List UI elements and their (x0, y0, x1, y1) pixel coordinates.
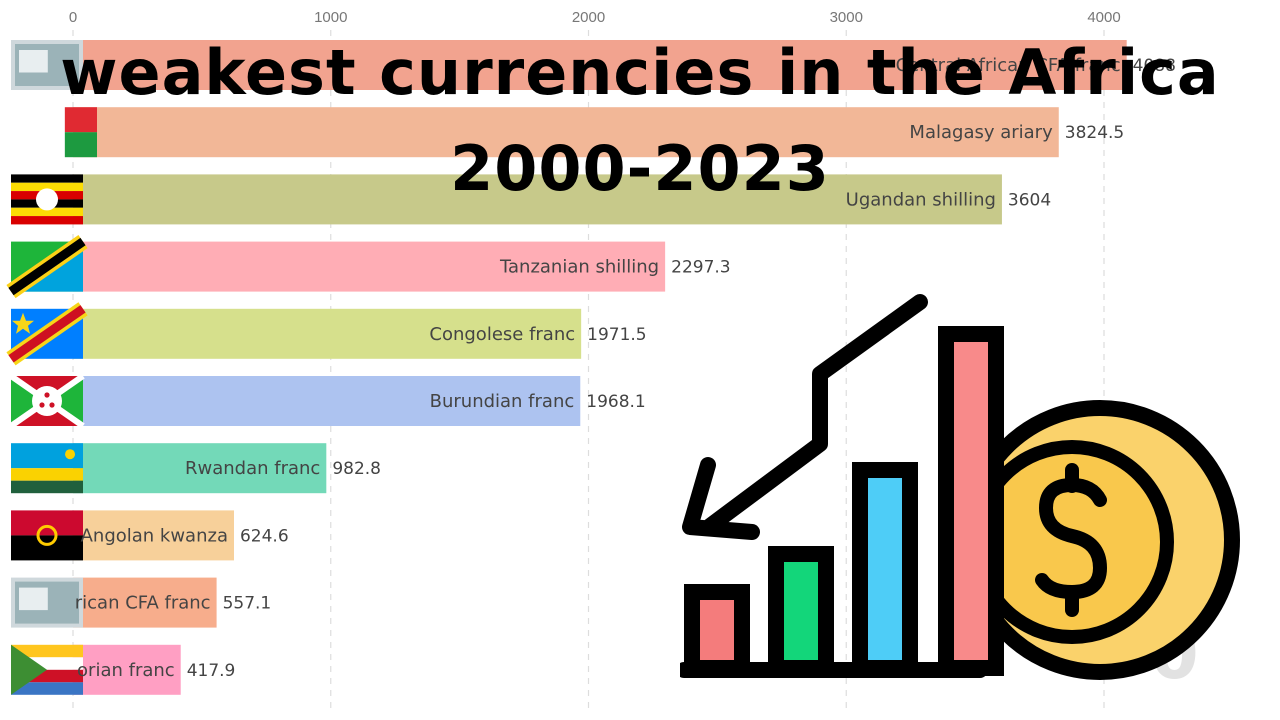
falling-chart-dollar-coin-icon (680, 294, 1240, 680)
dollar-sign-icon (1035, 463, 1108, 617)
x-tick-label: 1000 (314, 9, 347, 26)
bar (73, 443, 327, 494)
icon-bar-2 (768, 546, 834, 676)
bar-category-label: rican CFA franc (75, 593, 211, 614)
bar (73, 376, 581, 426)
burundi-flag-icon (9, 373, 85, 429)
x-tick-label: 4000 (1087, 9, 1120, 26)
bar (73, 510, 234, 561)
drc-flag-icon (6, 302, 88, 366)
bar (73, 107, 1059, 158)
bar-value-label: 982.8 (332, 459, 381, 479)
uganda-flag-icon (11, 174, 83, 225)
bar-category-label: orian franc (77, 660, 175, 681)
bar-category-label: Ugandan shilling (846, 189, 996, 210)
arrow-head-icon (682, 457, 760, 540)
x-tick-label: 3000 (830, 9, 863, 26)
bar-value-label: 3604 (1008, 190, 1051, 210)
icon-bar-3 (852, 462, 918, 676)
banknote-flag-icon (11, 577, 83, 628)
bar-value-label: 1968.1 (586, 392, 645, 412)
bar-category-label: Burundian franc (430, 391, 575, 412)
icon-bar-1 (684, 584, 750, 676)
bar-value-label: 417.9 (187, 661, 236, 681)
bar-category-label: Rwandan franc (185, 458, 320, 479)
bar (73, 174, 1002, 225)
bar-category-label: Malagasy ariary (909, 122, 1053, 143)
bar-category-label: Central African CFA franc (896, 55, 1121, 76)
bar-value-label: 557.1 (223, 594, 272, 614)
x-tick-label: 0 (69, 9, 77, 26)
x-tick-label: 2000 (572, 9, 605, 26)
angola-flag-icon (11, 510, 83, 561)
bar (73, 308, 582, 359)
bar (73, 577, 217, 628)
bar (73, 644, 181, 695)
icon-bar-4 (938, 326, 1004, 676)
bar-category-label: Congolese franc (429, 324, 575, 345)
bar (73, 241, 666, 292)
bar-value-label: 1971.5 (587, 325, 646, 345)
bar (73, 40, 1127, 90)
down-arrow-icon (702, 294, 928, 534)
bar-value-label: 624.6 (240, 526, 289, 546)
bar-value-label: 4088 (1133, 56, 1176, 76)
rwanda-flag-icon (11, 443, 83, 494)
bar-value-label: 2297.3 (671, 258, 730, 278)
bar-value-label: 3824.5 (1065, 123, 1124, 143)
banknote-flag-icon (11, 40, 83, 90)
madagascar-flag-icon (49, 107, 97, 158)
bar-category-label: Tanzanian shilling (499, 257, 659, 278)
bar-category-label: Angolan kwanza (81, 525, 228, 546)
tanzania-flag-icon (6, 235, 88, 299)
comoros-flag-icon (11, 644, 83, 695)
